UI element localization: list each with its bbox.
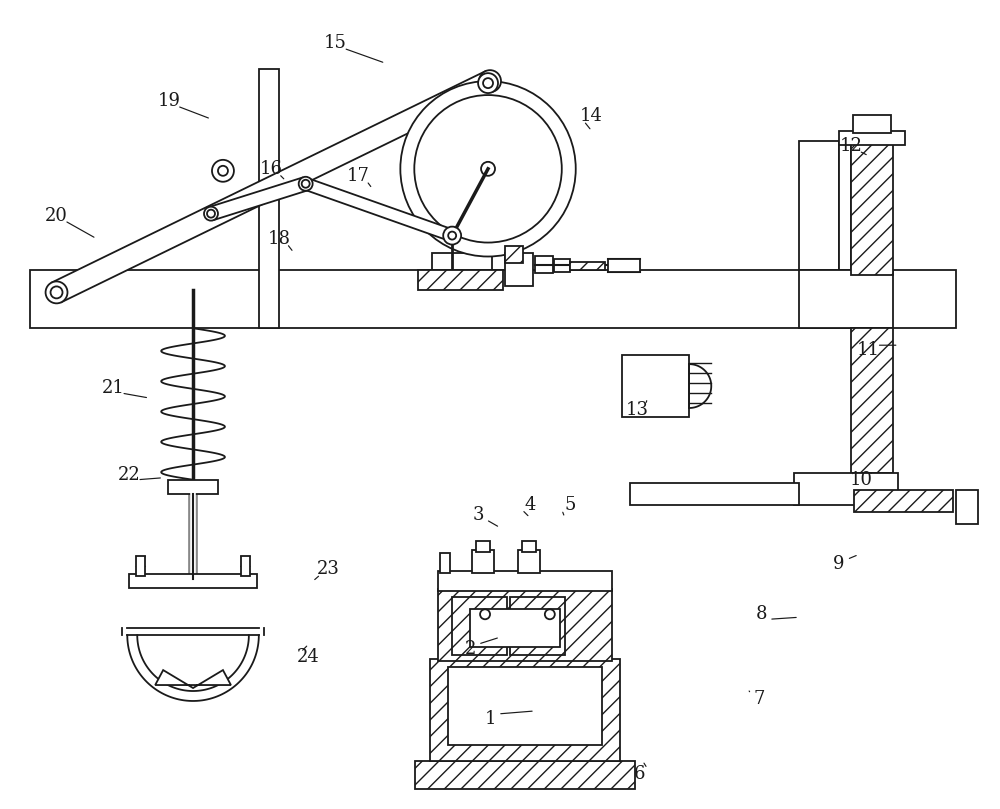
Circle shape bbox=[400, 81, 576, 256]
Circle shape bbox=[545, 609, 555, 619]
Bar bbox=[438, 571, 612, 591]
Circle shape bbox=[299, 177, 313, 191]
Text: 23: 23 bbox=[317, 561, 340, 578]
Bar bbox=[30, 270, 956, 328]
Bar bbox=[448, 667, 602, 745]
Bar bbox=[452, 597, 507, 655]
Text: 19: 19 bbox=[158, 92, 181, 110]
Bar bbox=[505, 252, 533, 286]
Circle shape bbox=[484, 75, 496, 87]
Circle shape bbox=[204, 206, 218, 221]
Circle shape bbox=[46, 282, 67, 303]
Bar bbox=[129, 574, 257, 588]
Bar bbox=[136, 557, 145, 576]
Circle shape bbox=[443, 227, 461, 244]
Bar bbox=[799, 141, 839, 270]
Bar bbox=[570, 262, 605, 270]
Bar bbox=[839, 141, 851, 270]
Bar bbox=[415, 760, 635, 789]
Circle shape bbox=[51, 286, 63, 299]
Bar bbox=[418, 270, 503, 290]
Bar bbox=[630, 483, 799, 505]
Bar bbox=[470, 609, 560, 647]
Circle shape bbox=[218, 166, 228, 176]
Bar bbox=[535, 256, 553, 273]
Text: 8: 8 bbox=[755, 605, 767, 623]
Bar bbox=[554, 259, 570, 273]
Bar bbox=[854, 489, 953, 511]
Text: 13: 13 bbox=[626, 401, 649, 419]
Circle shape bbox=[479, 70, 501, 92]
Bar bbox=[505, 246, 523, 264]
Bar bbox=[472, 549, 494, 574]
Bar bbox=[438, 590, 612, 661]
Text: 1: 1 bbox=[484, 710, 496, 728]
Bar bbox=[510, 597, 565, 655]
Circle shape bbox=[480, 609, 490, 619]
Bar bbox=[799, 270, 893, 328]
Text: 24: 24 bbox=[297, 648, 320, 666]
Bar bbox=[440, 553, 450, 574]
Text: 5: 5 bbox=[564, 496, 575, 514]
Text: 4: 4 bbox=[524, 496, 536, 514]
Polygon shape bbox=[208, 177, 309, 220]
Text: 18: 18 bbox=[267, 230, 290, 248]
Circle shape bbox=[448, 231, 456, 239]
Bar bbox=[241, 557, 250, 576]
Text: 6: 6 bbox=[634, 765, 645, 783]
Bar bbox=[851, 328, 893, 472]
Text: 15: 15 bbox=[324, 34, 347, 53]
Polygon shape bbox=[127, 635, 259, 701]
Bar bbox=[956, 489, 978, 523]
Bar bbox=[259, 69, 279, 328]
Circle shape bbox=[302, 180, 310, 188]
Bar bbox=[851, 141, 893, 275]
Bar bbox=[622, 355, 689, 417]
Text: 9: 9 bbox=[833, 556, 845, 574]
Text: 14: 14 bbox=[580, 107, 603, 125]
Bar bbox=[476, 540, 490, 553]
Text: 3: 3 bbox=[472, 506, 484, 523]
Circle shape bbox=[478, 73, 498, 93]
Circle shape bbox=[212, 160, 234, 182]
Bar bbox=[168, 480, 218, 493]
Bar bbox=[518, 549, 540, 574]
Text: 2: 2 bbox=[464, 640, 476, 659]
Text: 12: 12 bbox=[839, 137, 862, 155]
Bar bbox=[432, 252, 492, 270]
Circle shape bbox=[483, 78, 493, 88]
Circle shape bbox=[414, 95, 562, 243]
Text: 20: 20 bbox=[45, 206, 68, 225]
Text: 10: 10 bbox=[849, 471, 872, 489]
Bar bbox=[522, 540, 536, 553]
Bar bbox=[608, 259, 640, 273]
Circle shape bbox=[207, 210, 215, 218]
Polygon shape bbox=[304, 178, 454, 241]
Text: 11: 11 bbox=[857, 341, 880, 359]
Bar bbox=[430, 659, 620, 760]
Text: 16: 16 bbox=[259, 160, 282, 178]
Polygon shape bbox=[52, 71, 495, 303]
Bar bbox=[794, 472, 898, 505]
Bar bbox=[853, 115, 891, 133]
Bar bbox=[839, 131, 905, 145]
Text: 17: 17 bbox=[347, 167, 370, 184]
Text: 21: 21 bbox=[102, 379, 125, 397]
Text: 22: 22 bbox=[118, 466, 141, 484]
Circle shape bbox=[481, 162, 495, 176]
Text: 7: 7 bbox=[753, 690, 765, 708]
Polygon shape bbox=[155, 670, 231, 688]
